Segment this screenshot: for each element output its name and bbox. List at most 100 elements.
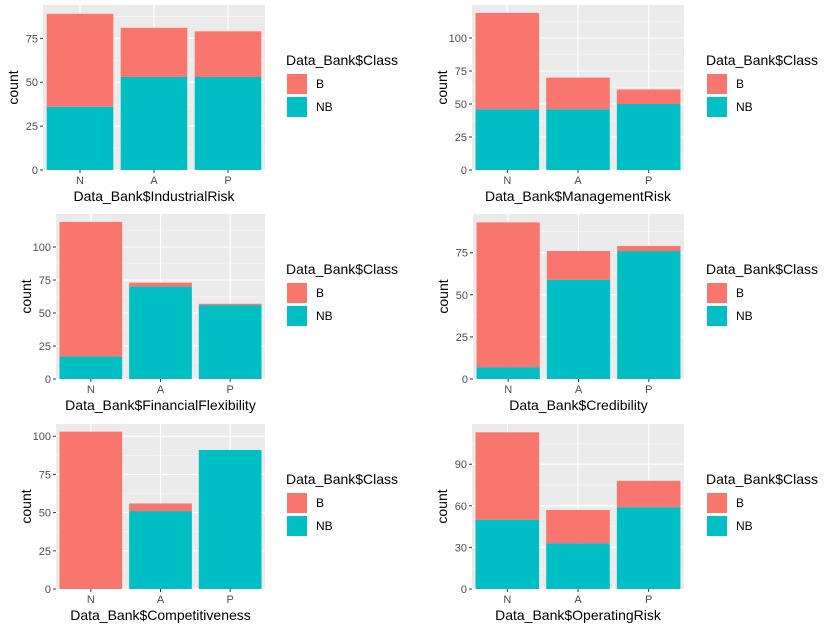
x-axis-title: Data_Bank$FinancialFlexibility xyxy=(65,397,256,413)
bar-b-N xyxy=(475,432,540,520)
bar-b-P xyxy=(617,245,681,252)
y-tick-label: 75 xyxy=(39,469,51,481)
x-tick-label: P xyxy=(224,175,231,187)
bar-b-A xyxy=(120,27,188,77)
x-tick-label: A xyxy=(575,384,583,396)
bar-b-A xyxy=(129,503,192,512)
legend-key-nb xyxy=(707,516,727,536)
legend-title: Data_Bank$Class xyxy=(286,261,398,277)
y-tick-label: 100 xyxy=(449,33,467,45)
legend-key-b xyxy=(287,283,307,303)
bar-b-A xyxy=(129,282,192,287)
y-axis-title: count xyxy=(434,489,450,523)
bar-nb-P xyxy=(617,251,681,379)
bar-nb-N xyxy=(475,519,540,589)
bar-nb-A xyxy=(546,109,610,170)
bar-b-N xyxy=(59,221,123,357)
y-tick-label: 25 xyxy=(455,132,467,144)
legend-key-b xyxy=(287,493,307,513)
bar-nb-A xyxy=(129,286,192,379)
legend-label-nb: NB xyxy=(736,309,753,323)
x-tick-label: P xyxy=(226,594,233,606)
y-tick-label: 50 xyxy=(39,508,51,520)
y-tick-label: 50 xyxy=(39,308,51,320)
legend-label-b: B xyxy=(316,77,324,91)
y-axis-title: count xyxy=(434,70,450,104)
y-tick-label: 75 xyxy=(26,33,38,45)
bar-b-N xyxy=(476,222,540,368)
y-tick-label: 0 xyxy=(32,165,38,177)
legend-key-b xyxy=(707,283,727,303)
legend-key-nb xyxy=(287,516,307,536)
bar-nb-N xyxy=(59,356,123,379)
legend-label-b: B xyxy=(736,77,744,91)
bar-nb-A xyxy=(129,511,192,589)
x-tick-label: N xyxy=(87,594,95,606)
legend-title: Data_Bank$Class xyxy=(706,471,818,487)
legend-label-b: B xyxy=(736,286,744,300)
x-tick-label: A xyxy=(574,594,582,606)
bar-b-N xyxy=(475,12,540,110)
bar-b-P xyxy=(194,31,262,77)
y-tick-label: 0 xyxy=(45,584,51,596)
legend-key-nb xyxy=(707,97,727,117)
y-tick-label: 75 xyxy=(455,66,467,78)
x-tick-label: P xyxy=(645,175,652,187)
legend-label-b: B xyxy=(736,496,744,510)
legend: Data_Bank$Class B NB xyxy=(706,261,818,326)
bar-nb-N xyxy=(475,109,540,170)
bar-nb-A xyxy=(546,279,611,379)
x-tick-label: P xyxy=(645,384,652,396)
bar-b-A xyxy=(546,251,611,280)
legend-label-nb: NB xyxy=(316,100,333,114)
y-tick-label: 50 xyxy=(26,77,38,89)
y-tick-label: 25 xyxy=(456,332,468,344)
legend-label-nb: NB xyxy=(316,309,333,323)
x-axis-title: Data_Bank$Competitiveness xyxy=(70,607,251,623)
x-tick-label: N xyxy=(76,175,84,187)
y-tick-label: 60 xyxy=(455,501,467,513)
y-axis-title: count xyxy=(435,279,451,313)
x-axis-title: Data_Bank$OperatingRisk xyxy=(495,607,662,623)
y-tick-label: 25 xyxy=(26,121,38,133)
y-tick-label: 90 xyxy=(455,459,467,471)
bar-nb-A xyxy=(120,76,188,170)
x-tick-label: P xyxy=(645,594,652,606)
legend-title: Data_Bank$Class xyxy=(706,261,818,277)
x-tick-label: N xyxy=(504,384,512,396)
bar-b-N xyxy=(46,13,114,107)
legend-label-nb: NB xyxy=(736,100,753,114)
x-tick-label: A xyxy=(157,594,165,606)
x-axis-title: Data_Bank$ManagementRisk xyxy=(485,188,672,204)
legend: Data_Bank$Class B NB xyxy=(286,52,398,117)
y-tick-label: 50 xyxy=(456,290,468,302)
legend: Data_Bank$Class B NB xyxy=(286,261,398,326)
y-tick-label: 100 xyxy=(33,242,51,254)
y-axis-title: count xyxy=(18,279,34,313)
bar-nb-P xyxy=(198,305,262,379)
y-axis-title: count xyxy=(5,70,21,104)
bar-nb-A xyxy=(546,543,610,589)
x-axis-title: Data_Bank$Credibility xyxy=(509,397,648,413)
legend-title: Data_Bank$Class xyxy=(286,52,398,68)
bar-nb-N xyxy=(46,106,114,170)
legend-key-b xyxy=(707,493,727,513)
y-tick-label: 30 xyxy=(455,542,467,554)
bar-nb-P xyxy=(616,104,681,170)
y-axis-title: count xyxy=(18,489,34,523)
x-tick-label: P xyxy=(226,384,233,396)
legend: Data_Bank$Class B NB xyxy=(706,471,818,536)
bar-nb-P xyxy=(616,507,681,589)
bar-b-P xyxy=(616,480,681,508)
y-tick-label: 75 xyxy=(39,275,51,287)
x-tick-label: A xyxy=(157,384,165,396)
x-tick-label: N xyxy=(503,594,511,606)
legend-key-nb xyxy=(287,306,307,326)
x-axis-title: Data_Bank$IndustrialRisk xyxy=(73,188,235,204)
legend-key-nb xyxy=(287,97,307,117)
bar-b-P xyxy=(198,303,262,306)
legend-label-b: B xyxy=(316,496,324,510)
